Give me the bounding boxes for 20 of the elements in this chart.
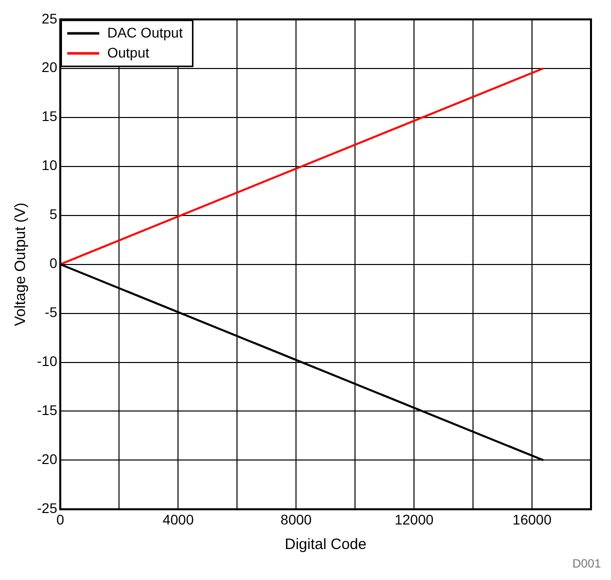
text: D001 — [572, 556, 602, 570]
x-tick-label: 8000 — [280, 511, 312, 528]
y-tick-label: 20 — [42, 59, 58, 76]
y-tick-label: 0 — [49, 255, 58, 272]
y-axis-title: Voltage Output (V) — [12, 202, 30, 326]
x-tick-label: 12000 — [394, 511, 434, 528]
y-tick-label: 25 — [42, 10, 58, 26]
legend-label: Output — [107, 44, 150, 60]
y-tick-label: -25 — [37, 500, 58, 516]
y-tick-label: 10 — [42, 157, 58, 174]
x-tick-label: 16000 — [512, 511, 552, 528]
y-tick-label: -10 — [37, 353, 58, 370]
y-tick-label: 5 — [49, 206, 58, 222]
legend-label: DAC Output — [107, 24, 183, 40]
y-tick-label: -15 — [37, 402, 58, 418]
y-tick-label: -5 — [44, 304, 58, 320]
y-tick-label: -20 — [37, 451, 58, 468]
y-tick-label: 15 — [42, 108, 58, 124]
x-axis-title: Digital Code — [284, 536, 366, 554]
x-tick-label: 4000 — [162, 511, 194, 528]
